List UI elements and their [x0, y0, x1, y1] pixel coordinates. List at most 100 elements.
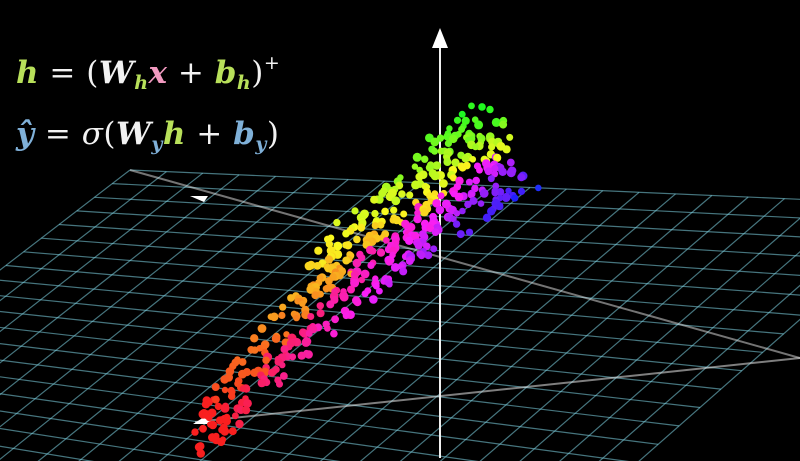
- scatter-point: [350, 278, 360, 288]
- scatter-point: [474, 120, 484, 130]
- scatter-point: [454, 192, 464, 202]
- scatter-point: [491, 164, 499, 173]
- grid-line: [598, 284, 800, 461]
- scatter-point: [376, 287, 383, 295]
- scatter-point: [458, 110, 466, 118]
- scatter-point: [250, 368, 259, 377]
- scatter-point: [430, 245, 438, 253]
- scatter-point: [371, 209, 379, 218]
- scatter-point: [469, 196, 478, 205]
- scatter-point: [506, 158, 515, 167]
- scatter-point: [316, 309, 325, 318]
- scatter-point: [322, 285, 331, 293]
- scatter-point: [205, 414, 213, 422]
- scatter-point: [472, 143, 479, 151]
- scatter-point: [250, 334, 259, 343]
- scatter-point: [201, 400, 211, 409]
- scatter-point: [413, 214, 422, 224]
- scatter-point: [342, 229, 350, 238]
- grid-line: [399, 195, 713, 461]
- y-axis-line: [129, 169, 800, 359]
- scatter-point: [235, 419, 244, 429]
- eq1-relu-sup: +: [263, 52, 281, 74]
- scatter-point: [358, 276, 366, 284]
- eq1-plus: +: [177, 55, 205, 91]
- grid-line: [479, 198, 785, 461]
- scatter-point: [452, 220, 461, 228]
- scatter-point: [343, 241, 353, 250]
- eq2-close-paren: ): [266, 116, 280, 152]
- scatter-point: [439, 179, 448, 188]
- scatter-point: [262, 356, 270, 365]
- grid-line: [0, 310, 721, 390]
- scatter-point: [464, 200, 472, 209]
- scatter-point: [342, 256, 351, 265]
- scatter-point: [325, 277, 333, 285]
- scatter-point: [461, 155, 469, 163]
- grid-line: [112, 183, 800, 219]
- scatter-point: [451, 159, 459, 167]
- scatter-point: [221, 386, 229, 394]
- scatter-point: [269, 312, 279, 322]
- scatter-point: [477, 200, 485, 207]
- eq2-bias-sub: y: [255, 133, 267, 155]
- scatter-point: [239, 385, 247, 393]
- scatter-point: [506, 168, 516, 178]
- grid-line: [129, 169, 800, 200]
- scatter-point: [459, 207, 466, 215]
- scatter-point: [506, 133, 514, 141]
- scatter-point: [491, 188, 499, 197]
- scatter-point: [458, 125, 466, 133]
- grid-line: [0, 376, 630, 461]
- eq1-bias-sub: h: [236, 72, 252, 94]
- scatter-point: [325, 240, 334, 248]
- scatter-point: [214, 402, 223, 411]
- scatter-point: [453, 210, 461, 217]
- scatter-point: [279, 361, 286, 369]
- scatter-point: [330, 329, 338, 338]
- scatter-point: [386, 281, 393, 288]
- scatter-point: [257, 324, 267, 333]
- scatter-point: [426, 224, 435, 233]
- scatter-point: [220, 375, 229, 384]
- grid-line: [0, 279, 763, 353]
- grid-line: [76, 210, 800, 257]
- scatter-point: [455, 176, 464, 185]
- scatter-points: [191, 102, 542, 458]
- coordinate-axes: [129, 28, 800, 458]
- scatter-point: [222, 416, 231, 426]
- scatter-point: [339, 292, 349, 302]
- scatter-point: [324, 324, 331, 332]
- scatter-point: [378, 189, 387, 198]
- grid-line: [0, 295, 742, 372]
- scatter-point: [353, 235, 361, 244]
- scatter-point: [238, 369, 247, 379]
- scatter-point: [289, 353, 297, 361]
- grid-line: [0, 427, 213, 461]
- scatter-point: [391, 196, 401, 206]
- scatter-point: [314, 246, 323, 255]
- scatter-point: [331, 315, 339, 324]
- scatter-point: [406, 191, 414, 199]
- scatter-point: [535, 184, 542, 192]
- eq1-input: x: [148, 55, 168, 91]
- scatter-point: [498, 167, 507, 176]
- scatter-point: [301, 338, 311, 347]
- scatter-point: [411, 163, 419, 170]
- scatter-point: [517, 173, 526, 182]
- scatter-point: [430, 171, 440, 181]
- scatter-point: [432, 199, 441, 208]
- eq2-sigma: σ: [81, 116, 104, 152]
- scatter-point: [502, 145, 511, 154]
- scatter-point: [469, 156, 477, 163]
- scatter-point: [517, 187, 526, 195]
- scatter-point: [390, 263, 400, 272]
- scatter-point: [333, 218, 341, 227]
- scatter-point: [390, 206, 398, 214]
- scatter-point: [377, 221, 385, 229]
- scatter-point: [268, 368, 276, 377]
- scatter-point: [453, 116, 462, 124]
- scatter-point: [369, 295, 378, 304]
- eq2-equals: =: [44, 116, 72, 152]
